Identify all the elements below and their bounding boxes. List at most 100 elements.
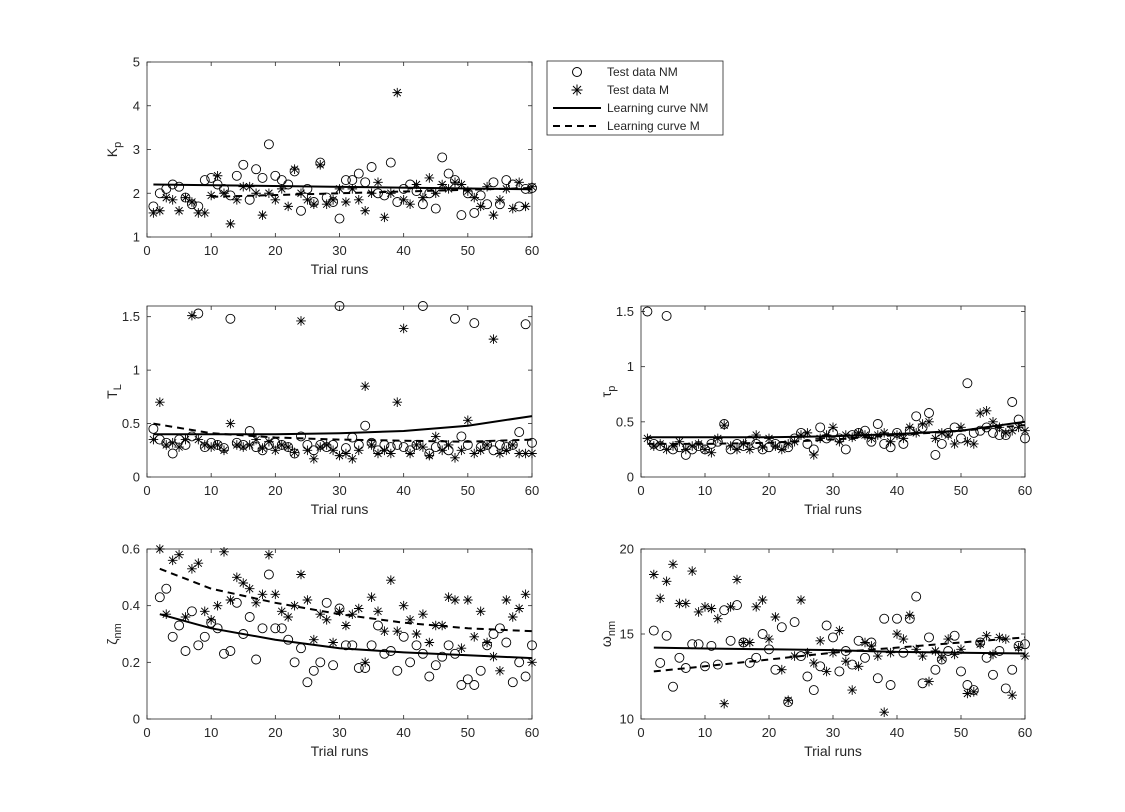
x-tick-label: 10 [698,483,712,498]
x-tick-label: 50 [461,725,475,740]
data-point-m [783,439,793,449]
legend-label-learning-curve-nm: Learning curve NM [607,101,708,115]
data-point-nm [661,310,672,321]
data-point-m [949,439,960,449]
data-point-m [456,179,467,190]
data-point-m [866,641,877,651]
legend: Test data NM Test data M Learning curve … [546,60,724,136]
data-point-m [392,626,403,636]
data-point-m [962,688,973,699]
data-point-nm [360,420,371,431]
data-point-m [302,195,313,205]
data-point-nm [296,431,306,442]
data-point-m [751,602,761,612]
data-point-m [199,208,210,218]
learning-curve-m-line [159,567,533,633]
data-point-m [463,415,473,426]
data-point-nm [988,669,998,680]
data-point-m [411,629,422,639]
data-point-m [328,637,338,648]
data-point-nm [154,592,165,603]
data-point-m [1020,651,1030,661]
x-tick-label: 30 [332,243,346,258]
data-point-m [834,625,845,636]
data-point-m [495,195,505,205]
x-tick-label: 20 [268,725,282,740]
data-point-m [975,408,985,418]
data-point-m [302,445,313,456]
data-point-nm [283,179,294,190]
data-point-m [225,418,236,429]
data-point-m [321,199,332,209]
data-point-nm [244,612,255,622]
data-point-m [193,208,204,218]
data-point-nm [353,168,364,179]
data-point-nm [469,207,480,218]
data-point-m [296,188,306,199]
data-point-m [527,657,537,668]
data-point-nm [776,622,787,633]
data-point-m [501,595,512,605]
y-axis-label-main: ζ [104,639,120,645]
data-point-nm [251,164,262,175]
y-tick-label: 10 [620,712,634,727]
data-point-m [206,190,216,201]
data-point-m [687,441,697,451]
data-point-m [232,572,242,583]
data-point-nm [821,620,832,631]
x-axis-label: Trial runs [311,501,369,517]
data-point-m [488,334,499,344]
data-point-nm [411,640,422,651]
data-point-nm [475,665,486,676]
x-tick-label: 20 [762,483,776,498]
data-point-nm [700,661,710,672]
data-point-nm [366,162,377,172]
y-tick-label: 5 [133,55,140,70]
data-point-m [1013,642,1024,653]
y-tick-label: 1.5 [616,304,634,319]
data-point-m [482,440,492,450]
data-point-nm [424,671,435,682]
data-point-m [1007,425,1017,436]
data-point-m [424,450,435,461]
learning-curve-m-line [647,424,1026,445]
data-point-nm [860,652,870,663]
data-point-nm [943,646,954,656]
data-point-m [379,626,390,636]
legend-label-test-data-nm: Test data NM [607,65,678,79]
data-point-m [898,634,909,644]
data-point-nm [334,213,345,224]
data-point-nm [956,666,966,677]
data-point-m [821,430,832,440]
y-axis-label: ωnm [598,621,618,647]
data-point-m [796,595,806,605]
data-point-m [520,201,531,212]
data-point-m [315,609,326,619]
data-point-nm [186,431,197,442]
data-point-m [796,430,806,440]
data-point-nm [456,680,467,690]
data-point-nm [340,175,351,186]
data-point-nm [911,591,922,602]
data-point-m [283,442,293,452]
data-point-m [386,448,396,459]
data-point-nm [379,648,390,659]
x-tick-label: 40 [396,243,410,258]
data-point-m [386,575,396,585]
data-point-nm [462,674,473,685]
x-tick-label: 40 [890,483,904,498]
data-point-m [450,452,460,463]
data-point-m [738,637,749,648]
data-point-m [430,188,441,199]
data-point-m [398,600,409,611]
data-point-nm [302,677,313,688]
data-point-nm [353,663,364,673]
data-point-m [687,566,697,576]
data-point-m [469,448,480,459]
data-point-m [174,205,184,216]
y-tick-label: 0 [627,470,634,485]
x-tick-label: 10 [204,243,218,258]
data-point-m [975,639,985,649]
legend-label-learning-curve-m: Learning curve M [607,119,700,133]
data-point-nm [417,301,428,311]
